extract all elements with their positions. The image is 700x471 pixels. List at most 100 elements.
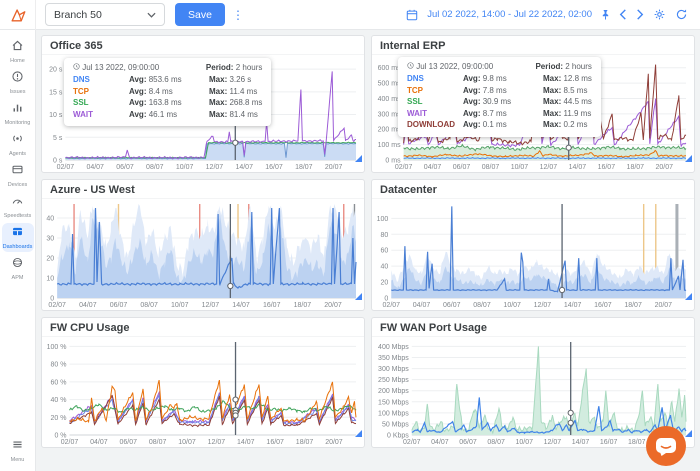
svg-text:16/07: 16/07 [598, 164, 616, 171]
azure-us-west-chart[interactable]: 0 10 20 30 40 02/07 04/07 06/07 08/07 10/07 12/07 1… [42, 199, 364, 310]
svg-text:5 s: 5 s [53, 135, 63, 142]
svg-text:200 Mbps: 200 Mbps [378, 388, 409, 395]
fw-wan-port-usage-chart[interactable]: 0 Kbps 50 Mbps 100 Mbps 150 Mbps 200 Mbps 250… [372, 337, 694, 447]
svg-text:14/07: 14/07 [564, 302, 582, 309]
tooltip-period: Period: 2 hours [535, 62, 592, 71]
sidebar-item-speedtests[interactable]: Speedtests [2, 192, 34, 221]
tooltip-max: Max: 3.26 s [209, 75, 252, 84]
svg-text:20: 20 [381, 280, 389, 287]
tooltip-max: Max: 8.5 ms [543, 85, 588, 95]
app-logo[interactable] [0, 0, 36, 30]
svg-text:10/07: 10/07 [511, 164, 529, 171]
prev-range-button[interactable] [619, 9, 627, 20]
kebab-menu-icon[interactable]: ⋮ [231, 7, 244, 22]
next-range-button[interactable] [636, 9, 644, 20]
svg-text:14/07: 14/07 [572, 439, 590, 446]
svg-text:60 %: 60 % [51, 379, 67, 386]
svg-text:18/07: 18/07 [296, 439, 314, 446]
svg-text:20 s: 20 s [49, 67, 63, 74]
tooltip-row: WAIT Avg: 46.1 ms Max: 81.4 ms [73, 110, 262, 119]
tooltip-max: Max: 44.5 ms [543, 97, 592, 106]
panel-title: Azure - US West [42, 180, 364, 199]
tooltip-time: Jul 13 2022, 09:00:00 [73, 63, 159, 72]
svg-text:16/07: 16/07 [265, 164, 283, 171]
svg-text:150 Mbps: 150 Mbps [378, 399, 409, 406]
sidebar-item-label: Issues [9, 89, 26, 95]
svg-text:0 %: 0 % [54, 433, 66, 440]
chart-datacenter: 0 20 40 60 80 100 02/07 04/07 06/07 08/07 10/07 12/… [372, 199, 694, 310]
fw-cpu-usage-chart[interactable]: 0 % 20 % 40 % 60 % 80 % 100 % 02/07 04/07 06/07 0… [42, 337, 364, 447]
svg-text:04/07: 04/07 [413, 302, 431, 309]
settings-gear-icon[interactable] [653, 8, 666, 21]
chart-tooltip: Jul 13 2022, 09:00:00 Period: 2 hours DNS A… [398, 57, 601, 137]
svg-text:20 %: 20 % [51, 415, 67, 422]
panel-azure-us-west: Azure - US West 0 10 20 30 40 02/07 04/07 06/07… [41, 179, 365, 311]
tooltip-row: DNS Avg: 9.8 ms Max: 12.8 ms [407, 74, 592, 83]
tooltip-series-name: DNS [407, 74, 424, 83]
chevron-down-icon [147, 12, 156, 18]
svg-text:10/07: 10/07 [176, 164, 194, 171]
globe-icon [11, 256, 24, 274]
panel-fw-wan-port-usage: FW WAN Port Usage 0 Kbps 50 Mbps 100 Mbps 1… [371, 317, 695, 448]
tooltip-series-name: TCP [407, 85, 423, 95]
svg-text:10/07: 10/07 [516, 439, 534, 446]
svg-text:06/07: 06/07 [120, 439, 138, 446]
tooltip-series-name: WAIT [407, 108, 427, 118]
branch-select[interactable]: Branch 50 [45, 3, 165, 26]
tooltip-row: WAIT Avg: 8.7 ms Max: 11.9 ms [407, 109, 592, 118]
sidebar-item-dashboards[interactable]: Dashboards [1, 223, 34, 252]
svg-text:12/07: 12/07 [202, 302, 220, 309]
sidebar-item-agents[interactable]: Agents [2, 130, 34, 159]
bar-chart-icon [11, 101, 24, 119]
chat-button[interactable] [645, 425, 687, 467]
sidebar-item-label: Menu [10, 457, 25, 463]
save-button[interactable]: Save [175, 3, 225, 26]
svg-text:04/07: 04/07 [90, 439, 108, 446]
date-range[interactable]: Jul 02 2022, 14:00 - Jul 22 2022, 02:00 [427, 9, 592, 20]
sidebar-item-devices[interactable]: Devices [2, 161, 34, 190]
tooltip-period: Period: 2 hours [205, 63, 263, 72]
svg-text:08/07: 08/07 [487, 439, 505, 446]
svg-text:500 ms: 500 ms [378, 81, 401, 88]
chat-bubble-icon [646, 426, 686, 466]
tooltip-row: TCP Avg: 7.8 ms Max: 8.5 ms [407, 86, 592, 95]
svg-text:02/07: 02/07 [395, 164, 413, 171]
tooltip-time: Jul 13 2022, 09:00:00 [407, 62, 493, 71]
svg-text:20/07: 20/07 [325, 439, 343, 446]
svg-text:08/07: 08/07 [473, 302, 491, 309]
sidebar-item-menu[interactable]: Menu [2, 436, 34, 465]
datacenter-chart[interactable]: 0 20 40 60 80 100 02/07 04/07 06/07 08/07 10/07 12/… [372, 199, 694, 310]
svg-text:50 Mbps: 50 Mbps [382, 421, 409, 428]
svg-text:04/07: 04/07 [431, 439, 449, 446]
sidebar-item-apm[interactable]: APM [2, 254, 34, 283]
pin-icon[interactable] [601, 9, 610, 20]
office-365-chart[interactable]: 0 s 5 s 10 s 15 s 20 s 02/07 04/07 06/07 08/07 10… [42, 55, 364, 172]
svg-text:10 s: 10 s [49, 112, 63, 119]
tooltip-avg: Avg: 30.9 ms [463, 97, 512, 106]
tooltip-max: Max: 81.4 ms [209, 109, 258, 119]
svg-text:0: 0 [50, 296, 54, 303]
svg-text:08/07: 08/07 [482, 164, 500, 171]
svg-text:06/07: 06/07 [459, 439, 477, 446]
svg-text:04/07: 04/07 [424, 164, 442, 171]
svg-text:20: 20 [46, 256, 54, 263]
sidebar-item-label: Speedtests [3, 213, 32, 219]
svg-text:06/07: 06/07 [116, 164, 134, 171]
tooltip-max: Max: 11.9 ms [543, 108, 592, 118]
svg-text:12/07: 12/07 [206, 164, 224, 171]
calendar-icon[interactable] [406, 9, 418, 21]
sidebar-item-home[interactable]: Home [2, 37, 34, 66]
svg-text:18/07: 18/07 [627, 164, 645, 171]
tooltip-max: Max: 268.8 ms [209, 98, 263, 107]
chart-office-365: 0 s 5 s 10 s 15 s 20 s 02/07 04/07 06/07 08/07 10… [42, 55, 364, 172]
panel-title: Office 365 [42, 36, 364, 55]
svg-text:06/07: 06/07 [443, 302, 461, 309]
panel-title: FW WAN Port Usage [372, 318, 694, 337]
tooltip-series-name: TCP [73, 86, 89, 96]
sidebar-item-issues[interactable]: Issues [2, 68, 34, 97]
tooltip-header: Jul 13 2022, 09:00:00 Period: 2 hours [73, 63, 262, 72]
refresh-icon[interactable] [675, 8, 688, 21]
tooltip-row: SSL Avg: 30.9 ms Max: 44.5 ms [407, 97, 592, 106]
sidebar-item-monitoring[interactable]: Monitoring [2, 99, 34, 128]
